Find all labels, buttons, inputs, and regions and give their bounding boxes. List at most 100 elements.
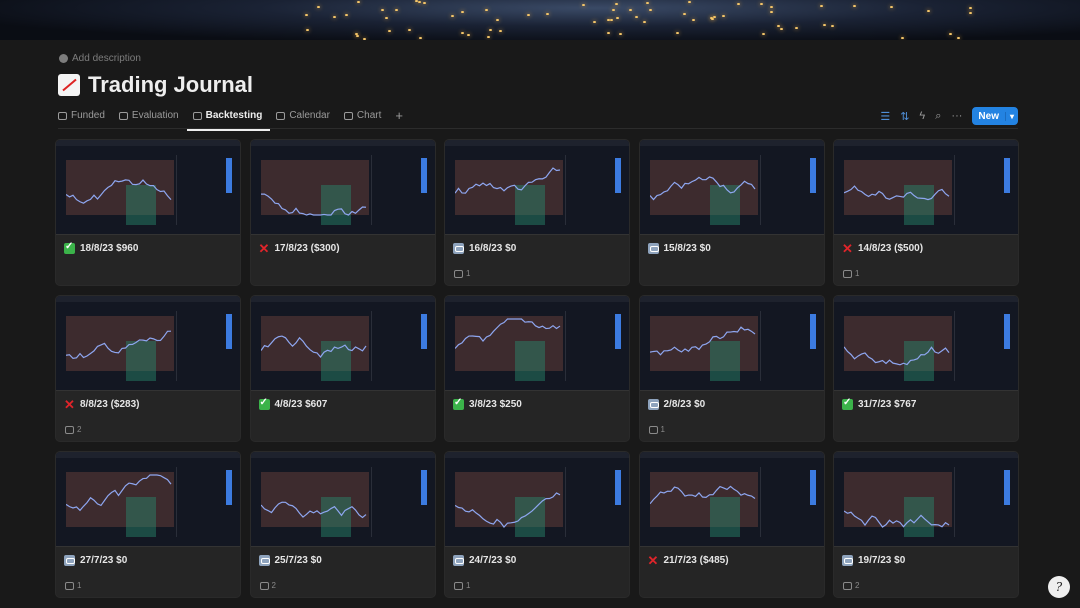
comment-icon: [259, 581, 269, 590]
comment-icon: [65, 581, 74, 590]
search-icon[interactable]: ⌕: [935, 109, 942, 122]
loss-status-icon: [648, 553, 659, 569]
view-tabs: Funded Evaluation Backtesting Calendar Chart…: [58, 108, 403, 131]
card-title: 17/8/23 ($300): [259, 241, 340, 257]
gallery-card[interactable]: 31/7/23 $767: [834, 296, 1018, 441]
breakeven-status-icon: [453, 243, 464, 254]
card-title: 4/8/23 $607: [258, 397, 327, 410]
gallery-card[interactable]: 8/8/23 ($283) 2: [56, 296, 240, 441]
chart-screenshot: [56, 296, 240, 391]
sort-icon[interactable]: ⇅: [900, 110, 910, 123]
gallery-card[interactable]: 17/8/23 ($300): [250, 140, 435, 285]
breakeven-status-icon: [258, 555, 270, 566]
chart-screenshot: [250, 452, 435, 547]
pie-icon: [118, 111, 128, 120]
breakeven-status-icon: [842, 555, 853, 566]
tab-chart[interactable]: Chart: [343, 108, 381, 129]
gallery-card[interactable]: 27/7/23 $0 1: [56, 452, 240, 597]
gallery-card[interactable]: 21/7/23 ($485): [639, 452, 824, 597]
tab-funded[interactable]: Funded: [58, 108, 105, 129]
clock-icon: [343, 111, 353, 120]
comment-count[interactable]: 1: [454, 269, 470, 278]
card-title: 2/8/23 $0: [647, 399, 705, 410]
add-description-button[interactable]: Add description: [59, 53, 141, 64]
tab-evaluation[interactable]: Evaluation: [118, 108, 179, 129]
gallery-card[interactable]: 25/7/23 $0 2: [250, 452, 435, 597]
gallery-card[interactable]: 24/7/23 $0 1: [445, 452, 629, 597]
chart-screenshot: [639, 296, 824, 391]
comment-count[interactable]: 1: [843, 269, 859, 278]
page-title: Trading Journal: [58, 72, 253, 98]
tab-calendar[interactable]: Calendar: [276, 108, 330, 129]
chart-screenshot: [834, 140, 1018, 235]
card-title: 14/8/23 ($500): [842, 241, 923, 257]
more-icon[interactable]: ···: [951, 110, 963, 122]
chart-screenshot: [639, 140, 824, 235]
win-status-icon: [842, 397, 853, 410]
filter-icon[interactable]: ☰: [880, 110, 891, 123]
comment-count[interactable]: 1: [454, 581, 470, 590]
pin-icon: [192, 111, 202, 120]
card-title: 25/7/23 $0: [258, 555, 322, 566]
automation-icon[interactable]: ϟ: [919, 110, 926, 122]
gallery: 18/8/23 $960 17/8/23 ($300) 16/8/23 $0 1…: [56, 140, 1018, 597]
breakeven-status-icon: [647, 243, 659, 254]
comment-icon: [843, 581, 852, 590]
divider: [58, 128, 1018, 129]
breakeven-status-icon: [64, 555, 75, 566]
chevron-down-icon[interactable]: ▾: [1004, 111, 1018, 121]
comment-count[interactable]: 2: [65, 425, 81, 434]
comment-icon: [454, 269, 463, 278]
gallery-card[interactable]: 16/8/23 $0 1: [445, 140, 629, 285]
info-icon: [59, 54, 68, 63]
comment-count[interactable]: 2: [843, 581, 859, 590]
help-button[interactable]: ?: [1048, 576, 1070, 598]
view-toolbar: ☰ ⇅ ϟ ⌕ ··· New ▾: [880, 107, 1018, 125]
comment-count[interactable]: 1: [648, 425, 665, 434]
win-status-icon: [64, 241, 75, 254]
gallery-card[interactable]: 3/8/23 $250: [445, 296, 629, 441]
chart-screenshot: [250, 296, 435, 391]
win-status-icon: [258, 397, 270, 410]
loss-status-icon: [259, 241, 270, 257]
chart-increasing-icon[interactable]: [58, 74, 80, 96]
card-title: 16/8/23 $0: [453, 243, 516, 254]
tab-backtesting[interactable]: Backtesting: [186, 108, 270, 131]
breakeven-status-icon: [647, 399, 659, 410]
comment-count[interactable]: 2: [259, 581, 276, 590]
chart-screenshot: [56, 140, 240, 235]
add-view-button[interactable]: +: [395, 108, 403, 123]
gallery-card[interactable]: 15/8/23 $0: [639, 140, 824, 285]
loss-status-icon: [64, 397, 75, 413]
gallery-card[interactable]: 4/8/23 $607: [250, 296, 435, 441]
comment-icon: [648, 425, 658, 434]
card-title: 8/8/23 ($283): [64, 397, 140, 413]
gallery-card[interactable]: 14/8/23 ($500) 1: [834, 140, 1018, 285]
chart-screenshot: [250, 140, 435, 235]
card-title: 21/7/23 ($485): [648, 553, 729, 569]
card-title: 24/7/23 $0: [453, 555, 516, 566]
chart-screenshot: [445, 296, 629, 391]
breakeven-status-icon: [453, 555, 464, 566]
card-title: 3/8/23 $250: [453, 397, 522, 410]
comment-icon: [65, 425, 74, 434]
gallery-card[interactable]: 2/8/23 $0 1: [639, 296, 824, 441]
gallery-card[interactable]: 18/8/23 $960: [56, 140, 240, 285]
comment-icon: [843, 269, 852, 278]
card-title: 19/7/23 $0: [842, 555, 905, 566]
gallery-card[interactable]: 19/7/23 $0 2: [834, 452, 1018, 597]
chart-screenshot: [834, 296, 1018, 391]
loss-status-icon: [842, 241, 853, 257]
cover-image: [0, 0, 1080, 40]
card-title: 18/8/23 $960: [64, 241, 138, 254]
chart-screenshot: [445, 452, 629, 547]
comment-count[interactable]: 1: [65, 581, 81, 590]
chart-screenshot: [834, 452, 1018, 547]
chart-screenshot: [56, 452, 240, 547]
card-title: 15/8/23 $0: [647, 243, 711, 254]
chart-screenshot: [445, 140, 629, 235]
win-status-icon: [453, 397, 464, 410]
calendar-icon: [276, 111, 286, 120]
card-title: 31/7/23 $767: [842, 397, 916, 410]
new-button[interactable]: New ▾: [972, 107, 1018, 125]
